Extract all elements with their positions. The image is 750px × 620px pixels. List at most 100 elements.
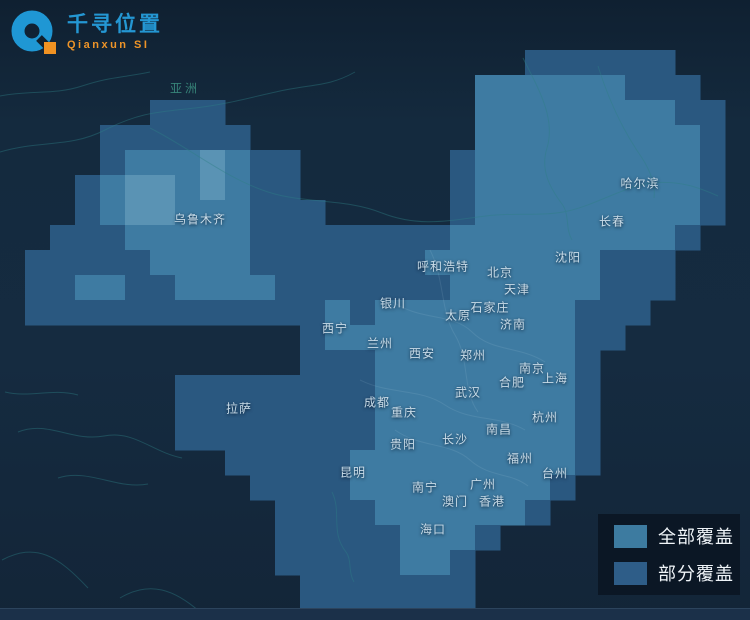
partial-coverage-tile — [100, 250, 126, 276]
full-coverage-tile — [175, 250, 201, 276]
full-coverage-tile — [250, 275, 276, 301]
partial-coverage-tile — [600, 325, 626, 351]
full-coverage-tile — [500, 250, 526, 276]
partial-coverage-tile — [575, 350, 601, 376]
full-coverage-tile — [475, 500, 501, 526]
full-coverage-tile — [150, 175, 176, 201]
partial-coverage-tile — [425, 575, 451, 601]
full-coverage-tile — [500, 200, 526, 226]
full-coverage-tile — [450, 425, 476, 451]
partial-coverage-tile — [300, 350, 326, 376]
full-coverage-tile — [325, 325, 351, 351]
full-coverage-tile — [575, 125, 601, 151]
partial-coverage-tile — [325, 275, 351, 301]
full-coverage-tile — [375, 475, 401, 501]
partial-coverage-tile — [325, 550, 351, 576]
partial-coverage-tile — [150, 275, 176, 301]
border-line — [149, 127, 719, 223]
partial-coverage-tile — [300, 525, 326, 551]
full-coverage-tile — [650, 200, 676, 226]
full-coverage-tile — [550, 100, 576, 126]
full-coverage-tile — [550, 150, 576, 176]
partial-coverage-tile — [125, 125, 151, 151]
full-coverage-tile — [550, 375, 576, 401]
full-coverage-tile — [150, 200, 176, 226]
partial-coverage-tile — [275, 300, 301, 326]
full-coverage-tile — [200, 150, 226, 176]
full-coverage-tile — [200, 200, 226, 226]
full-coverage-tile — [450, 500, 476, 526]
full-coverage-tile — [350, 325, 376, 351]
full-coverage-tile — [525, 350, 551, 376]
partial-coverage-tile — [300, 400, 326, 426]
city-label: 拉萨 — [225, 401, 253, 416]
partial-coverage-tile — [200, 425, 226, 451]
full-coverage-tile — [650, 150, 676, 176]
partial-coverage-tile — [75, 175, 101, 201]
partial-coverage-tile — [100, 150, 126, 176]
full-coverage-tile — [500, 175, 526, 201]
full-coverage-tile — [550, 275, 576, 301]
partial-coverage-tile — [50, 225, 76, 251]
partial-coverage-tile — [325, 475, 351, 501]
full-coverage-tile — [500, 275, 526, 301]
partial-coverage-tile — [400, 225, 426, 251]
partial-coverage-tile — [250, 250, 276, 276]
full-coverage-tile — [600, 125, 626, 151]
border-line — [331, 491, 355, 583]
city-label: 太原 — [444, 308, 472, 323]
city-label: 昆明 — [339, 465, 367, 480]
full-coverage-tile — [475, 250, 501, 276]
partial-coverage-tile — [450, 575, 476, 601]
partial-coverage-tile — [300, 375, 326, 401]
partial-coverage-tile — [275, 175, 301, 201]
partial-coverage-tile — [300, 225, 326, 251]
city-label: 南宁 — [411, 480, 439, 495]
partial-coverage-tile — [675, 225, 701, 251]
partial-coverage-tile — [375, 225, 401, 251]
full-coverage-tile — [475, 100, 501, 126]
partial-coverage-tile — [275, 450, 301, 476]
full-coverage-tile — [200, 250, 226, 276]
city-label: 武汉 — [454, 385, 482, 400]
city-label: 海口 — [419, 522, 447, 537]
partial-coverage-tile — [225, 450, 251, 476]
legend-label-partial-coverage: 部分覆盖 — [658, 564, 734, 584]
partial-coverage-tile — [175, 375, 201, 401]
partial-coverage-tile — [250, 225, 276, 251]
full-coverage-tile — [400, 525, 426, 551]
partial-coverage-tile — [150, 100, 176, 126]
partial-coverage-tile — [575, 425, 601, 451]
full-coverage-tile — [475, 200, 501, 226]
full-coverage-tile — [400, 350, 426, 376]
partial-coverage-tile — [125, 250, 151, 276]
partial-coverage-tile — [250, 475, 276, 501]
full-coverage-tile — [425, 525, 451, 551]
coast-line — [1, 551, 201, 613]
partial-coverage-tile — [175, 125, 201, 151]
partial-coverage-tile — [400, 275, 426, 301]
full-coverage-tile — [525, 275, 551, 301]
partial-coverage-tile — [575, 400, 601, 426]
logo-title: 千寻位置 — [67, 12, 163, 36]
partial-coverage-tile — [200, 400, 226, 426]
full-coverage-tile — [525, 300, 551, 326]
city-label: 西宁 — [321, 321, 349, 336]
partial-coverage-tile — [175, 425, 201, 451]
full-coverage-tile — [400, 300, 426, 326]
partial-coverage-tile — [700, 100, 726, 126]
partial-coverage-tile — [350, 525, 376, 551]
full-coverage-tile — [500, 125, 526, 151]
full-coverage-tile — [375, 350, 401, 376]
logo-text: 千寻位置 Qianxun SI — [67, 13, 163, 51]
full-coverage-tile — [500, 425, 526, 451]
full-coverage-tile — [200, 225, 226, 251]
full-coverage-tile — [475, 275, 501, 301]
city-label: 合肥 — [498, 375, 526, 390]
partial-coverage-tile — [250, 300, 276, 326]
full-coverage-tile — [425, 375, 451, 401]
full-coverage-tile — [400, 450, 426, 476]
partial-coverage-tile — [550, 475, 576, 501]
map-bottom-band — [0, 608, 750, 620]
